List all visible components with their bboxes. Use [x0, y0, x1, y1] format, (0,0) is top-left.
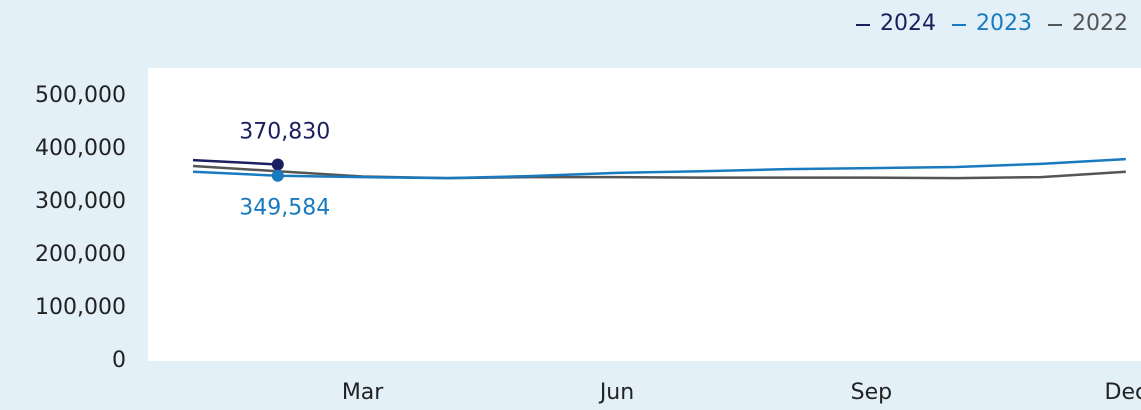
y-tick-label: 500,000	[35, 83, 126, 108]
y-tick-label: 400,000	[35, 136, 126, 161]
x-tick-label: Jun	[598, 380, 634, 405]
series-line	[192, 158, 278, 166]
series-line	[192, 157, 1126, 180]
y-tick-label: 300,000	[35, 189, 126, 214]
plot-area	[148, 68, 1141, 361]
point-marker	[271, 169, 284, 182]
y-tick-label: 200,000	[35, 242, 126, 267]
x-tick-label: Dec	[1105, 380, 1141, 405]
legend-label: 2023	[976, 11, 1032, 36]
point-marker	[271, 158, 284, 171]
x-tick-label: Sep	[851, 380, 892, 405]
data-label: 370,830	[239, 119, 330, 144]
data-label: 349,584	[239, 196, 330, 221]
legend-label: 2024	[880, 11, 936, 36]
y-tick-label: 0	[112, 348, 126, 373]
y-tick-label: 100,000	[35, 295, 126, 320]
legend-label: 2022	[1072, 11, 1128, 36]
x-tick-label: Mar	[342, 380, 384, 405]
